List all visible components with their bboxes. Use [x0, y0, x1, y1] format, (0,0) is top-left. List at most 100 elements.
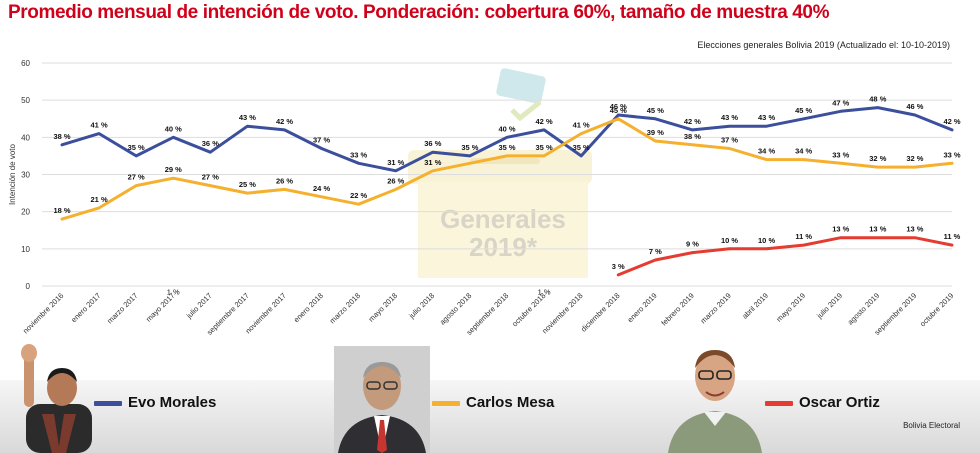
data-label-evo: 47 %	[832, 98, 849, 107]
x-tick-label: octubre 2019	[918, 291, 955, 328]
data-point-ortiz	[765, 248, 767, 250]
data-point-evo	[395, 170, 397, 172]
x-tick-label: abril 2019	[740, 291, 770, 321]
data-label-ortiz: 10 %	[758, 236, 775, 245]
data-point-mesa	[691, 144, 693, 146]
data-label-evo: 42 %	[276, 117, 293, 126]
legend-bar	[0, 380, 980, 453]
data-label-mesa: 27 %	[202, 173, 219, 182]
data-label-mesa: 27 %	[128, 173, 145, 182]
data-point-mesa	[469, 162, 471, 164]
data-point-mesa	[320, 196, 322, 198]
data-point-mesa	[395, 188, 397, 190]
data-point-evo	[914, 114, 916, 116]
data-label-evo: 43 %	[721, 113, 738, 122]
data-point-mesa	[172, 177, 174, 179]
x-tick-label: julio 2018	[406, 291, 436, 321]
data-point-ortiz	[654, 259, 656, 261]
data-point-evo	[951, 129, 953, 131]
data-point-mesa	[357, 203, 359, 205]
data-point-evo	[246, 125, 248, 127]
data-label-mesa: 21 %	[91, 195, 108, 204]
data-label-evo: 42 %	[536, 117, 553, 126]
data-label-mesa: 24 %	[313, 184, 330, 193]
y-tick-label: 40	[21, 133, 30, 142]
data-label-ortiz: 13 %	[869, 225, 886, 234]
data-label-mesa: 39 %	[647, 128, 664, 137]
data-point-evo	[469, 155, 471, 157]
data-label-mesa: 35 %	[536, 143, 553, 152]
data-point-evo	[840, 110, 842, 112]
data-label-evo: 42 %	[943, 117, 960, 126]
x-tick-label: enero 2017	[69, 291, 102, 324]
data-point-evo	[98, 132, 100, 134]
data-label-evo: 41 %	[91, 121, 108, 130]
oscar-ortiz-photo	[668, 338, 762, 453]
data-label-mesa: 38 %	[684, 132, 701, 141]
data-point-evo	[877, 106, 879, 108]
data-label-ortiz: 11 %	[944, 232, 961, 241]
data-label-mesa: 22 %	[350, 191, 367, 200]
legend-swatch-mesa	[432, 401, 460, 406]
data-point-evo	[432, 151, 434, 153]
y-tick-label: 20	[21, 208, 30, 217]
data-point-evo	[802, 118, 804, 120]
data-label-evo: 35 %	[128, 143, 145, 152]
data-point-evo	[172, 136, 174, 138]
data-label-ortiz: 13 %	[832, 225, 849, 234]
data-point-mesa	[914, 166, 916, 168]
x-tick-label: julio 2017	[184, 291, 214, 321]
x-tick-label: agosto 2018	[438, 291, 474, 327]
data-point-evo	[543, 129, 545, 131]
legend-label-mesa: Carlos Mesa	[466, 394, 554, 411]
watermark-line1: Generales	[440, 204, 566, 234]
data-point-ortiz	[802, 244, 804, 246]
data-point-mesa	[728, 147, 730, 149]
x-tick-label: enero 2018	[292, 291, 325, 324]
x-tick-label: marzo 2019	[699, 291, 733, 325]
data-label-evo: 36 %	[202, 139, 219, 148]
data-label-mesa: 29 %	[165, 165, 182, 174]
data-label-mesa: 25 %	[239, 180, 256, 189]
data-point-mesa	[506, 155, 508, 157]
data-point-ortiz	[617, 274, 619, 276]
data-label-evo: 46 %	[906, 102, 923, 111]
x-tick-label: mayo 2018	[367, 291, 400, 324]
data-label-evo: 45 %	[795, 106, 812, 115]
data-label-mesa: 33 %	[943, 150, 960, 159]
data-point-evo	[283, 129, 285, 131]
legend-label-evo: Evo Morales	[128, 394, 216, 411]
data-label-mesa: 35 %	[498, 143, 515, 152]
data-label-evo: 37 %	[313, 135, 330, 144]
data-label-mesa: 41 %	[573, 121, 590, 130]
legend-swatch-evo	[94, 401, 122, 406]
data-point-ortiz	[914, 236, 916, 238]
y-tick-label: 0	[26, 282, 31, 291]
data-label-evo: 48 %	[869, 95, 886, 104]
data-label-mesa: 32 %	[906, 154, 923, 163]
data-point-evo	[61, 144, 63, 146]
legend-label-ortiz: Oscar Ortiz	[799, 394, 880, 411]
y-tick-label: 10	[21, 245, 30, 254]
line-chart: Generales 2019* 38 %41 %35 %40 %36 %43 %…	[0, 0, 980, 380]
data-point-mesa	[432, 170, 434, 172]
data-point-mesa	[246, 192, 248, 194]
data-label-mesa: 34 %	[795, 147, 812, 156]
data-point-ortiz	[728, 248, 730, 250]
data-point-mesa	[654, 140, 656, 142]
series-line-ortiz	[618, 238, 952, 275]
data-label-mesa: 45 %	[610, 106, 627, 115]
data-label-evo: 35 %	[573, 143, 590, 152]
data-point-evo	[765, 125, 767, 127]
x-tick-label: diciembre 2018	[579, 291, 622, 334]
carlos-mesa-photo	[334, 346, 430, 453]
data-label-mesa: 33 %	[832, 150, 849, 159]
data-point-mesa	[283, 188, 285, 190]
y-axis-label: Intención de voto	[8, 143, 17, 204]
data-point-mesa	[98, 207, 100, 209]
data-label-evo: 43 %	[239, 113, 256, 122]
data-point-evo	[357, 162, 359, 164]
data-label-ortiz: 13 %	[906, 225, 923, 234]
x-tick-label: enero 2019	[626, 291, 659, 324]
data-label-evo: 36 %	[424, 139, 441, 148]
